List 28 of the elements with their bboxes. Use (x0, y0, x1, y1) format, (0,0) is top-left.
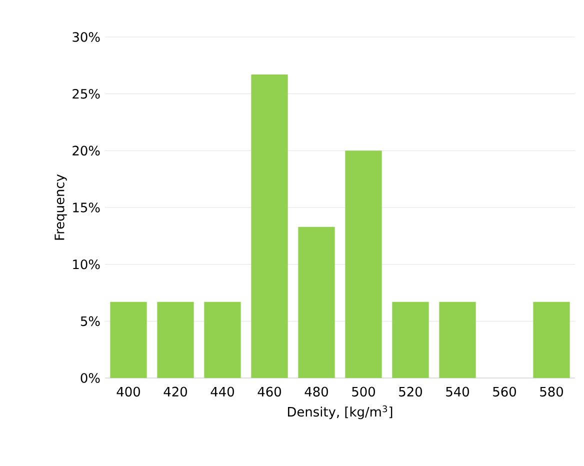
bar (439, 302, 476, 378)
bar (345, 150, 382, 378)
x-tick-label: 460 (258, 386, 281, 397)
bar (392, 302, 429, 378)
bar (204, 302, 241, 378)
bar (157, 302, 194, 378)
x-tick-label: 480 (304, 386, 328, 397)
x-tick-label: 440 (210, 386, 234, 397)
x-tick-label: 420 (164, 386, 187, 397)
y-tick-label: 15% (73, 202, 100, 212)
x-tick-label: 520 (399, 386, 422, 397)
bar (533, 302, 570, 378)
x-tick-label: 580 (540, 386, 563, 397)
y-axis-title: Frequency (54, 174, 67, 240)
bar (110, 302, 147, 378)
y-tick-label: 5% (80, 316, 100, 326)
bar (298, 226, 335, 378)
bar (251, 74, 288, 378)
x-tick-label: 400 (116, 386, 140, 397)
x-tick-label: 500 (352, 386, 375, 397)
x-tick-label: 560 (493, 386, 516, 397)
y-tick-label: 20% (72, 146, 100, 156)
y-tick-label: 0% (80, 373, 100, 383)
y-tick-label: 30% (72, 32, 100, 42)
x-tick-label: 540 (446, 386, 469, 397)
y-tick-label: 25% (72, 88, 100, 99)
x-axis-title: Density, [kg/m$^{3}$] (288, 405, 392, 420)
y-tick-label: 10% (73, 259, 100, 270)
